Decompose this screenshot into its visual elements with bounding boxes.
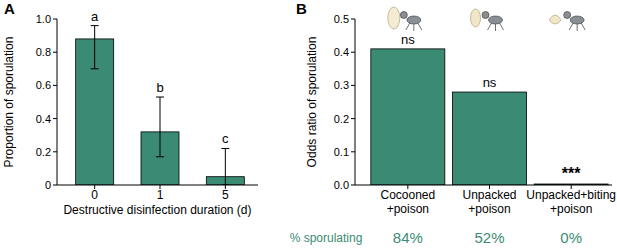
y-tick-label: 0.8 bbox=[36, 46, 51, 58]
y-tick-label: 0.0 bbox=[334, 179, 349, 191]
x-tick bbox=[407, 185, 408, 189]
y-tick-label: 0.2 bbox=[36, 146, 51, 158]
y-tick-label: 0.4 bbox=[334, 46, 349, 58]
y-tick bbox=[53, 19, 57, 20]
y-tick-label: 0.3 bbox=[334, 79, 349, 91]
ant-head bbox=[400, 12, 407, 19]
label-line: 5 bbox=[222, 188, 229, 202]
label-line: +poison bbox=[550, 202, 592, 216]
annotation: b bbox=[156, 80, 163, 95]
error-bar bbox=[156, 97, 164, 157]
y-axis-label: Odds ratio of sporulation bbox=[305, 37, 319, 168]
ant-icon bbox=[482, 12, 504, 32]
annotation: *** bbox=[562, 165, 581, 182]
ant-legs bbox=[488, 23, 504, 31]
pupa-pieces-icon bbox=[549, 15, 561, 24]
x-tick bbox=[489, 185, 490, 189]
x-axis-label: Destructive disinfection duration (d) bbox=[63, 203, 251, 217]
x-tick-label: 5 bbox=[222, 188, 229, 202]
label-line: +poison bbox=[387, 202, 429, 216]
y-tick-label: 0.1 bbox=[334, 146, 349, 158]
figure: Aa b c 0 0.2 0.4 0.6 0.8 1.0 Proportion of sporul… bbox=[0, 0, 617, 251]
panel-label: B bbox=[296, 0, 307, 17]
percent-label: 52% bbox=[474, 229, 504, 246]
icons bbox=[388, 7, 585, 31]
ant-body bbox=[570, 16, 584, 24]
percent-title: % sporulating bbox=[290, 231, 363, 245]
y-axis bbox=[57, 19, 58, 185]
ant-head bbox=[564, 12, 571, 19]
x-tick bbox=[225, 185, 226, 189]
x-tick bbox=[94, 185, 95, 189]
x-tick-label: 1 bbox=[157, 188, 164, 202]
annotation: ns bbox=[483, 75, 497, 90]
y-tick bbox=[351, 151, 355, 152]
panel-label: A bbox=[4, 0, 15, 17]
percent-label: 84% bbox=[393, 229, 423, 246]
annotation: c bbox=[222, 131, 229, 146]
x-tick-label: Unpacked+biting+poison bbox=[526, 188, 616, 216]
x-tick bbox=[160, 185, 161, 189]
label-line: Unpacked bbox=[462, 188, 516, 202]
y-tick-label: 0.6 bbox=[36, 79, 51, 91]
annotation: a bbox=[91, 9, 99, 24]
y-tick bbox=[53, 151, 57, 152]
bar bbox=[371, 49, 445, 185]
annotation: ns bbox=[401, 32, 415, 47]
label-line: Unpacked+biting bbox=[526, 188, 616, 202]
y-tick bbox=[53, 85, 57, 86]
label-line: 1 bbox=[157, 188, 164, 202]
y-tick-label: 0 bbox=[45, 179, 51, 191]
bars bbox=[371, 49, 608, 185]
ant-icon bbox=[400, 12, 422, 32]
error-bar bbox=[221, 148, 229, 185]
y-tick-label: 0.4 bbox=[36, 113, 51, 125]
y-tick bbox=[53, 118, 57, 119]
y-tick bbox=[53, 52, 57, 53]
label-line: 0 bbox=[91, 188, 98, 202]
y-tick bbox=[351, 118, 355, 119]
ant-icon bbox=[564, 12, 586, 32]
x-tick-label: Cocooned+poison bbox=[380, 188, 435, 216]
ant-head bbox=[482, 12, 489, 19]
bars bbox=[76, 26, 245, 185]
bar bbox=[453, 92, 527, 185]
x-tick-label: 0 bbox=[91, 188, 98, 202]
x-axis bbox=[355, 185, 612, 186]
y-tick bbox=[351, 19, 355, 20]
percent-label: 0% bbox=[560, 229, 582, 246]
x-tick bbox=[571, 185, 572, 189]
label-line: Cocooned bbox=[380, 188, 435, 202]
y-tick-label: 0.5 bbox=[334, 13, 349, 25]
cocoon-icon bbox=[388, 7, 400, 29]
ant-legs bbox=[569, 23, 585, 31]
y-axis bbox=[355, 19, 356, 185]
x-axis bbox=[57, 185, 258, 186]
ant-body bbox=[489, 16, 503, 24]
y-tick bbox=[53, 185, 57, 186]
ant-body bbox=[407, 16, 421, 24]
y-tick-label: 1.0 bbox=[36, 13, 51, 25]
error-bar bbox=[91, 26, 99, 69]
ant-legs bbox=[406, 23, 422, 31]
label-line: +poison bbox=[468, 202, 510, 216]
pupa-icon bbox=[471, 9, 481, 27]
y-tick bbox=[351, 52, 355, 53]
x-tick-label: Unpacked+poison bbox=[462, 188, 516, 216]
y-tick bbox=[351, 185, 355, 186]
y-axis-label: Proportion of sporulation bbox=[2, 37, 16, 168]
y-tick-label: 0.2 bbox=[334, 113, 349, 125]
y-tick bbox=[351, 85, 355, 86]
